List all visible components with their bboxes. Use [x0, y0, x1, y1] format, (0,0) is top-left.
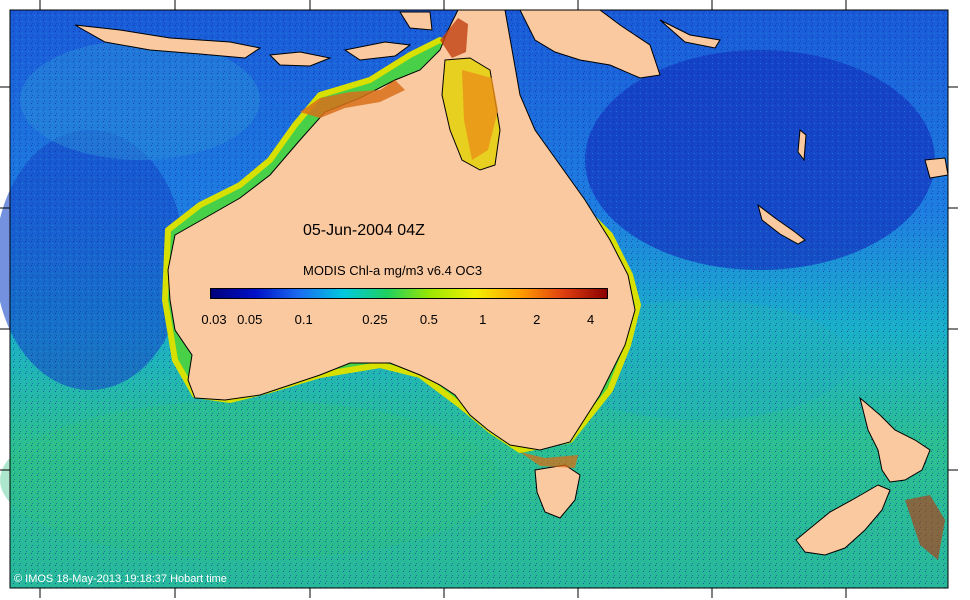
nw-shelf-bloom: [300, 80, 405, 118]
colorbar-tick-label: 0.03: [201, 312, 227, 327]
indonesia-islands: [74, 24, 262, 59]
map-frame: [9, 9, 949, 589]
colorbar-tick-label: 1: [479, 312, 487, 327]
colorbar-tick-label: 4: [587, 312, 595, 327]
colorbar-tick-label: 0.5: [419, 312, 438, 327]
new-zealand-south: [795, 484, 891, 556]
colorbar-title: MODIS Chl-a mg/m3 v6.4 OC3: [303, 263, 483, 278]
credit-text: © IMOS 18-May-2013 19:18:37 Hobart time: [14, 573, 227, 585]
new-caledonia: [757, 203, 806, 245]
new-zealand-north: [859, 396, 931, 483]
colorbar-tick-label: 2: [533, 312, 541, 327]
new-guinea-land: [519, 9, 661, 79]
colorbar-tick-label: 0.25: [362, 312, 388, 327]
colorbar: [210, 288, 608, 299]
date-title: 05-Jun-2004 04Z: [303, 222, 425, 239]
colorbar-tick-label: 0.1: [294, 312, 313, 327]
colorbar-tick-label: 0.05: [237, 312, 263, 327]
